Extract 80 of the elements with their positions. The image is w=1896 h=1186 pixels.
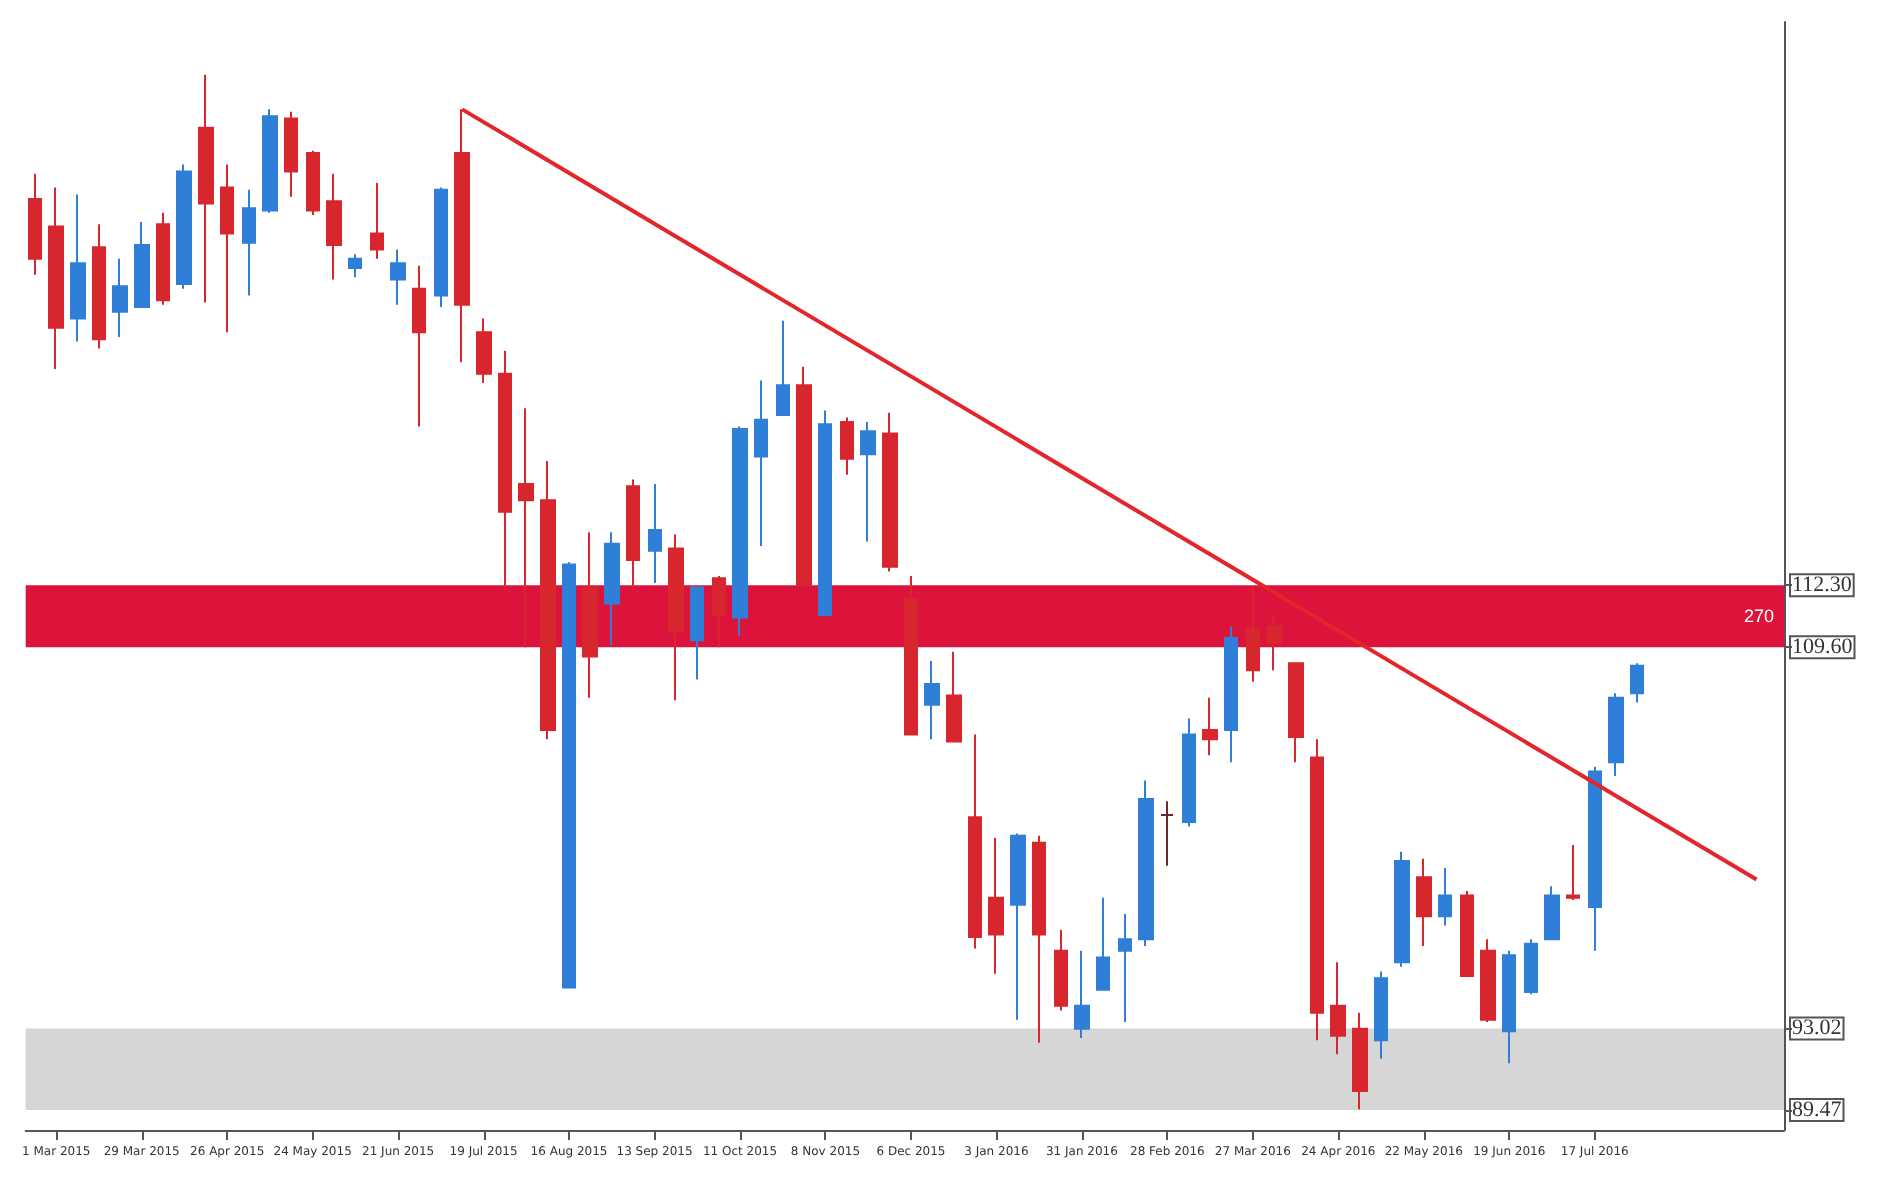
candlestick: [1288, 662, 1304, 764]
candlestick: [326, 172, 342, 281]
candlestick: [306, 149, 320, 217]
candlestick: [70, 193, 86, 343]
candlestick: [1588, 765, 1602, 952]
candlestick: [28, 172, 42, 276]
candlestick: [818, 409, 832, 617]
candlestick: [262, 108, 278, 214]
candlestick: [840, 416, 854, 476]
candlestick: [776, 319, 790, 417]
y-tick-label: 112.30: [1792, 573, 1853, 598]
candlestick: [1608, 692, 1624, 777]
candlestick: [732, 425, 748, 637]
candlestick: [1524, 938, 1538, 996]
candlestick: [1330, 961, 1346, 1056]
candlestick: [1010, 832, 1026, 1021]
candlestick: [1160, 800, 1174, 867]
candlestick: [562, 561, 576, 989]
candlestick: [690, 586, 704, 681]
candlestick: [220, 163, 234, 334]
candlestick: [1460, 889, 1474, 977]
candlestick: [1310, 738, 1324, 1042]
candlestick: [946, 650, 962, 743]
candlestick: [1566, 843, 1580, 902]
candlestick: [370, 181, 384, 260]
candlestick: [796, 365, 812, 587]
candlestick: [498, 349, 512, 591]
candlestick: [1266, 616, 1282, 672]
candlestick: [1138, 779, 1154, 948]
candlestick: [1096, 896, 1110, 991]
y-tick-label: 93.02: [1792, 1016, 1842, 1041]
candlestick: [1630, 662, 1644, 704]
candlestick: [604, 531, 620, 646]
candlestick: [1054, 929, 1068, 1012]
candlestick: [134, 220, 150, 309]
candlestick: [412, 264, 426, 428]
candlestick: [648, 483, 662, 584]
candlestick: [1544, 885, 1560, 941]
candlestick: [754, 379, 768, 548]
candlestick: [112, 257, 128, 338]
candlestick: [1352, 1011, 1368, 1111]
candlestick: [1246, 586, 1260, 683]
candlestick: [626, 478, 640, 591]
candlestick: [540, 460, 556, 741]
y-tick-label: 109.60: [1792, 635, 1854, 660]
candlestick: [1502, 949, 1516, 1065]
candlestick: [904, 575, 918, 736]
candlestick: [712, 575, 726, 649]
candlestick: [518, 407, 534, 649]
candlestick: [348, 253, 362, 279]
candlestick: [476, 317, 492, 384]
candlestick: [968, 733, 982, 950]
candlestick: [434, 186, 448, 309]
candlestick: [1394, 850, 1410, 968]
band-label: 270: [1743, 606, 1774, 627]
candlestick: [1374, 970, 1388, 1060]
candlestick: [1182, 717, 1196, 828]
candlestick: [1202, 696, 1218, 757]
candlestick: [284, 110, 298, 198]
candlestick: [390, 248, 406, 306]
candlestick: [242, 188, 256, 297]
candlestick: [860, 420, 876, 543]
candlestick: [1074, 949, 1090, 1040]
y-tick-label: 89.47: [1792, 1098, 1843, 1122]
candlestick: [198, 73, 214, 304]
candlestick: [1438, 866, 1452, 927]
candlestick: [1480, 938, 1496, 1023]
candlestick: [988, 837, 1004, 975]
candlestick: [668, 533, 684, 702]
candlestick: [1118, 912, 1132, 1023]
candlestick: [92, 223, 106, 350]
candlestick: [156, 211, 170, 306]
candlestick: [882, 411, 898, 573]
candlestick: [1416, 857, 1432, 948]
candlestick: [176, 163, 192, 290]
candlestick: [582, 531, 598, 699]
candlestick: [1224, 625, 1238, 764]
candlestick: [924, 660, 940, 741]
candlestick: [1032, 834, 1046, 1044]
candlestick: [48, 186, 64, 371]
